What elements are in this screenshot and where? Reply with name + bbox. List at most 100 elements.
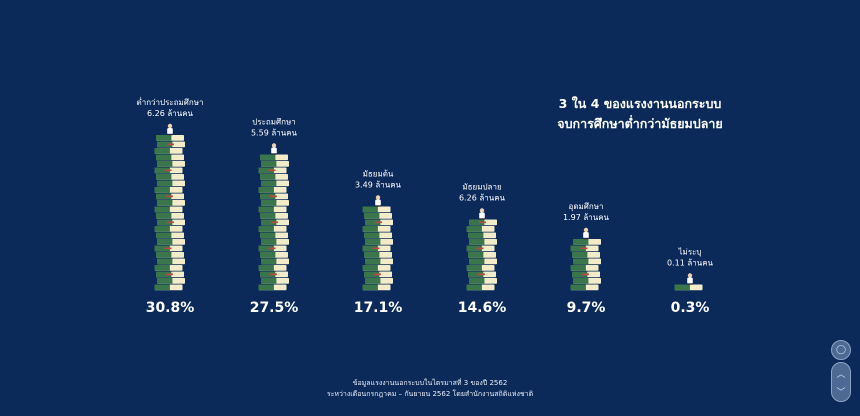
book-spine [260,271,276,278]
book-spine [364,232,380,239]
book-stripe [167,143,174,146]
book-spine [261,239,277,245]
book-spine [157,258,173,265]
percent-label: 30.8% [146,300,195,316]
book-stripe [166,273,173,276]
book-spine [573,239,589,245]
book-spine [261,258,277,265]
book-spine [570,265,586,271]
book-spine [156,154,172,161]
book-spine [466,226,482,232]
book-spine [154,284,170,291]
book-spine [154,245,170,252]
person-icon [687,273,693,285]
book-spine [258,284,274,291]
book-spine [156,232,172,239]
book-spine [156,193,172,200]
book-spine [260,232,276,239]
value-label: 3.49 ล้านคน [355,181,402,190]
book-spine [466,265,482,271]
book-spine [365,278,381,284]
person-icon [583,227,589,240]
book-spine [157,161,173,167]
book-spine [362,245,378,252]
book-spine [260,193,276,200]
top-button[interactable]: ◯ [831,340,851,360]
value-label: 1.97 ล้านคน [563,213,610,222]
book-stripe [375,221,382,224]
chart-headline: 3 ใน 4 ของแรงงานนอกระบบ จบการศึกษาต่ำกว่… [540,94,740,134]
book-stripe [164,169,172,172]
person-icon [271,143,277,155]
book-stripe [270,195,277,198]
value-label: 0.11 ล้านคน [667,259,714,268]
book-spine [468,271,484,278]
percent-label: 0.3% [671,300,710,316]
book-spine [261,180,277,187]
book-stack-bar [466,219,497,291]
book-spine [364,213,380,219]
book-spine [362,284,378,291]
book-spine [154,206,170,213]
book-spine [260,174,276,180]
book-stripe [167,221,174,224]
book-spine [156,252,172,258]
book-stripe [271,221,278,224]
percent-label: 14.6% [458,300,507,316]
book-spine [362,206,378,213]
chevron-down-icon[interactable]: ﹀ [836,388,846,398]
headline-line-1: 3 ใน 4 ของแรงงานนอกระบบ [558,96,722,111]
source-line-2: ระหว่างเดือนกรกฎาคม – กันยายน 2562 โดยสำ… [326,390,534,398]
book-spine [570,245,586,252]
book-spine [154,167,170,174]
book-spine [365,219,381,226]
book-stripe [164,247,172,250]
book-stack-bar [258,154,289,291]
book-stripe [582,273,589,276]
book-spine [365,239,381,245]
book-spine [157,141,173,148]
percent-label: 9.7% [567,300,606,316]
person-icon [167,123,173,136]
book-stripe [580,247,588,250]
scroll-control[interactable]: ︿ ﹀ [831,362,851,402]
book-spine [260,154,276,161]
book-spine [570,284,586,291]
book-spine [156,174,172,180]
book-spine [260,213,276,219]
book-stack-bar [362,206,393,291]
source-line-1: ข้อมูลแรงงานนอกระบบในไตรมาสที่ 3 ของปี 2… [352,379,508,387]
book-spine [154,148,170,154]
value-label: 6.26 ล้านคน [459,194,506,203]
book-spine [260,252,276,258]
book-spine [154,187,170,193]
book-spine [258,206,274,213]
person-icon [375,195,381,207]
category-label: มัธยมต้น [363,170,394,179]
book-spine [157,239,173,245]
book-spine [258,245,274,252]
book-spine [154,265,170,271]
chevron-up-icon[interactable]: ︿ [836,370,846,380]
book-spine [261,278,277,284]
book-stripe [479,221,486,224]
book-spine [156,135,172,141]
book-spine [469,219,485,226]
book-spine [258,226,274,232]
percent-label: 27.5% [250,300,299,316]
book-stripe [268,169,276,172]
book-spine [469,258,485,265]
book-spine [466,284,482,291]
headline-line-2: จบการศึกษาต่ำกว่ามัธยมปลาย [557,116,723,131]
book-spine [261,161,277,167]
value-label: 6.26 ล้านคน [147,109,194,118]
book-stack-bar [674,284,703,291]
book-spine [261,200,277,206]
book-spine [261,219,277,226]
book-stack-bar [154,135,185,291]
book-spine [365,258,381,265]
book-spine [157,200,173,206]
book-spine [156,213,172,219]
book-spine [573,258,589,265]
book-spine [157,180,173,187]
